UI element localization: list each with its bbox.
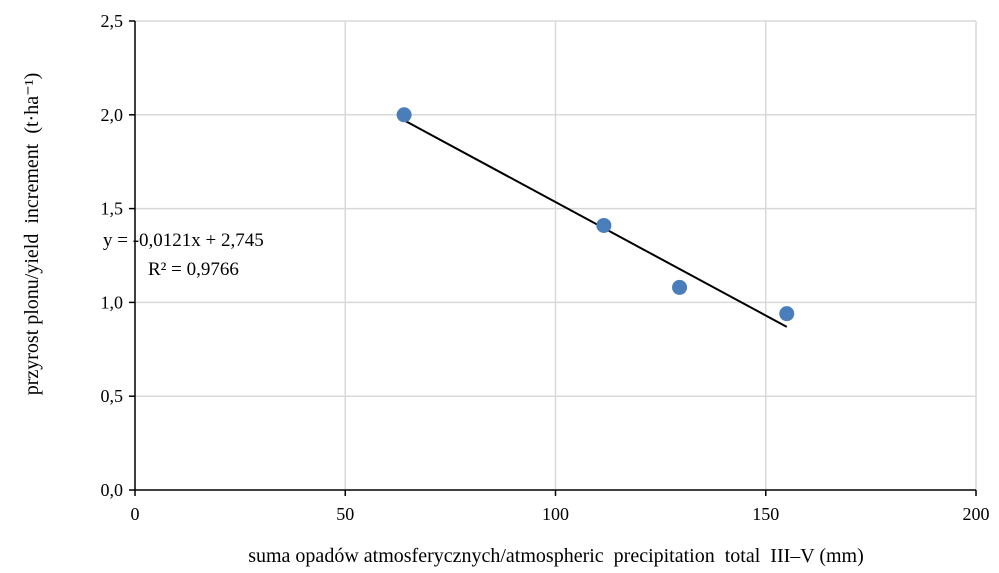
x-tick-label: 100	[542, 504, 569, 524]
trendline	[403, 119, 788, 328]
trendline-equation: y = -0,0121x + 2,745	[103, 230, 264, 251]
axes	[129, 20, 977, 496]
tick-labels: 0 50 100 150 200 0,0 0,5 1,0 1,5 2,0 2,5	[101, 11, 990, 524]
data-point	[596, 217, 612, 233]
x-axis-title: suma opadów atmosferycznych/atmospheric …	[248, 545, 864, 567]
y-tick-label: 0,0	[101, 480, 124, 500]
x-tick-label: 200	[963, 504, 990, 524]
data-point	[396, 107, 412, 123]
gridlines	[135, 20, 977, 490]
data-point	[672, 279, 688, 295]
x-tick-label: 50	[336, 504, 354, 524]
data-point	[779, 306, 795, 322]
y-axis-title: przyrost plonu/yield increment (t·ha⁻¹)	[21, 73, 43, 396]
trendline-r2: R² = 0,9766	[148, 259, 239, 280]
data-points	[396, 107, 795, 322]
y-tick-label: 2,0	[101, 105, 124, 125]
y-tick-label: 0,5	[101, 386, 124, 406]
y-tick-label: 1,0	[101, 292, 124, 312]
x-tick-label: 150	[752, 504, 779, 524]
x-tick-label: 0	[131, 504, 140, 524]
y-tick-label: 2,5	[101, 11, 124, 31]
y-tick-label: 1,5	[101, 199, 124, 219]
trendline-layer	[403, 119, 788, 328]
